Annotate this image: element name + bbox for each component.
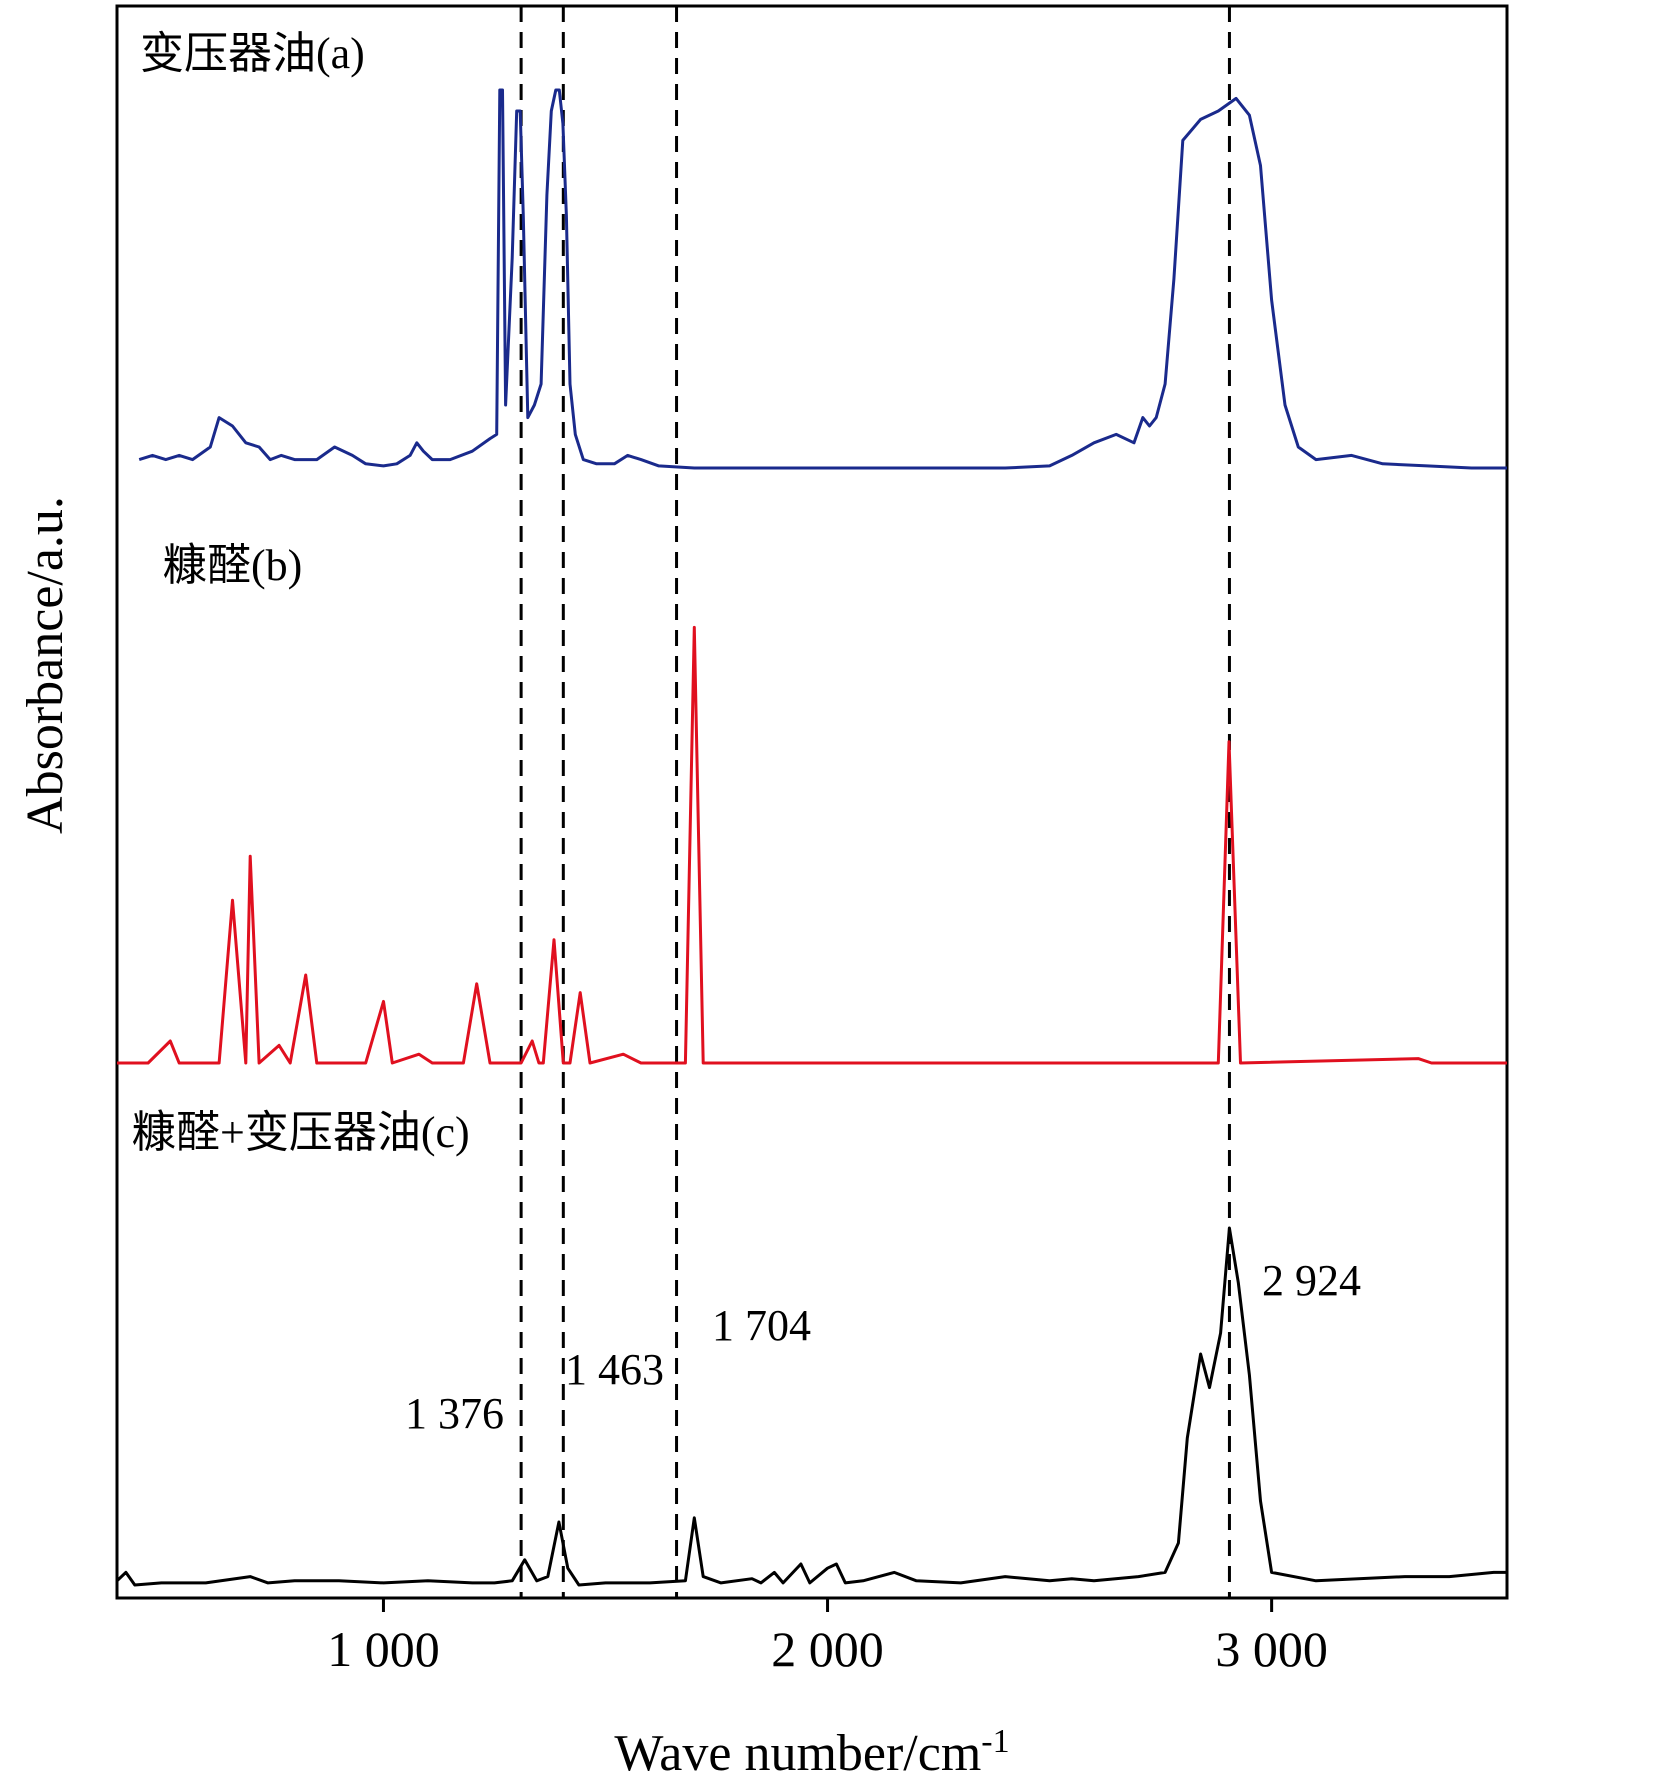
- series-label-a: 变压器油(a): [140, 29, 365, 78]
- annotation-1463: 1 463: [565, 1345, 664, 1394]
- x-tick-label-2000: 2 000: [771, 1621, 884, 1677]
- x-tick-label-3000: 3 000: [1215, 1621, 1328, 1677]
- x-axis-label-superscript: -1: [981, 1723, 1009, 1760]
- series-b-line: [117, 625, 1507, 1065]
- series-c-line: [115, 1226, 1507, 1587]
- series-a-line: [138, 88, 1507, 470]
- reference-lines: [519, 6, 1231, 1598]
- annotation-1704: 1 704: [712, 1301, 811, 1350]
- x-tick-label-1000: 1 000: [327, 1621, 440, 1677]
- x-axis-label: Wave number/cm-1: [614, 1723, 1009, 1782]
- x-axis-ticks: 1 000 2 000 3 000: [327, 1598, 1328, 1677]
- x-axis-label-text: Wave number/cm: [614, 1725, 981, 1782]
- annotation-1376: 1 376: [405, 1389, 504, 1438]
- plot-frame: [115, 4, 1509, 1600]
- annotation-2924: 2 924: [1262, 1256, 1361, 1305]
- y-axis-label: Absorbance/a.u.: [17, 496, 74, 834]
- series-label-b: 糠醛(b): [163, 541, 302, 590]
- series-label-c: 糠醛+变压器油(c): [132, 1108, 470, 1157]
- spectra-series: [115, 88, 1507, 1587]
